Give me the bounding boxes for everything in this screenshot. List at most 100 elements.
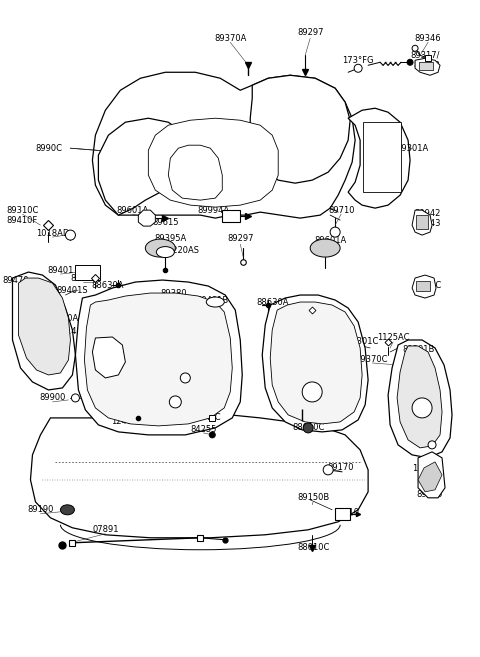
Text: 89/10: 89/10: [335, 507, 359, 516]
Text: 1220AS: 1220AS: [168, 246, 199, 254]
Circle shape: [407, 59, 413, 65]
Polygon shape: [12, 272, 75, 390]
Polygon shape: [19, 278, 71, 375]
Polygon shape: [335, 508, 350, 520]
Text: 88010C: 88010C: [162, 397, 194, 407]
Circle shape: [180, 373, 190, 383]
Text: 88630A: 88630A: [91, 281, 124, 290]
Text: 88630A: 88630A: [256, 298, 288, 307]
Text: 84255: 84255: [190, 425, 216, 434]
Polygon shape: [222, 210, 240, 222]
Text: 89301A: 89301A: [396, 144, 428, 152]
Text: 89470: 89470: [2, 275, 29, 284]
Text: 89615: 89615: [152, 217, 179, 227]
Circle shape: [330, 227, 340, 237]
Polygon shape: [138, 210, 156, 226]
Text: 88010C: 88010C: [297, 543, 329, 553]
Circle shape: [302, 382, 322, 402]
Text: 89190: 89190: [27, 505, 54, 514]
Text: 1018AD: 1018AD: [36, 229, 69, 238]
Text: 88610: 88610: [70, 273, 97, 283]
Polygon shape: [168, 145, 222, 200]
Text: 89410F: 89410F: [7, 215, 38, 225]
Text: 89994A: 89994A: [197, 206, 229, 215]
Polygon shape: [418, 462, 442, 492]
Text: 88010C: 88010C: [292, 423, 324, 432]
Text: 1124_E: 1124_E: [412, 463, 442, 472]
Text: 89301C: 89301C: [346, 338, 378, 346]
Text: 89710: 89710: [328, 206, 354, 215]
Circle shape: [354, 64, 362, 72]
Text: 89380: 89380: [160, 288, 187, 298]
Text: 89150B: 89150B: [297, 493, 329, 503]
Ellipse shape: [310, 239, 340, 257]
Text: 89318: 89318: [414, 61, 440, 70]
Text: 89297: 89297: [227, 234, 253, 242]
Polygon shape: [397, 346, 442, 448]
Circle shape: [323, 465, 333, 475]
Text: 89401B: 89401B: [196, 296, 228, 305]
Ellipse shape: [156, 246, 174, 258]
Polygon shape: [412, 210, 432, 235]
Polygon shape: [388, 340, 452, 458]
Polygon shape: [84, 293, 232, 426]
Text: 07891: 07891: [92, 526, 119, 534]
Polygon shape: [93, 72, 355, 218]
Text: 89470A: 89470A: [46, 313, 79, 323]
Text: 89942: 89942: [415, 209, 441, 217]
Text: 89310C: 89310C: [6, 206, 39, 215]
Bar: [363, 122, 401, 192]
Text: 89370H: 89370H: [282, 396, 315, 405]
Text: 54630S: 54630S: [177, 371, 208, 380]
Bar: [75, 265, 100, 280]
Polygon shape: [348, 108, 410, 208]
Bar: [416, 215, 428, 229]
Text: 89515: 89515: [417, 490, 443, 499]
Text: 89601A: 89601A: [314, 236, 346, 244]
Text: 89943: 89943: [415, 219, 441, 227]
Text: 89395A: 89395A: [154, 234, 186, 242]
Polygon shape: [415, 58, 440, 76]
Polygon shape: [75, 280, 242, 435]
Polygon shape: [93, 337, 125, 378]
Text: 89401: 89401: [47, 265, 73, 275]
Text: 89170: 89170: [327, 463, 353, 472]
Ellipse shape: [145, 239, 175, 257]
Text: 89370C: 89370C: [356, 355, 388, 365]
Polygon shape: [270, 302, 362, 424]
Circle shape: [428, 441, 436, 449]
Circle shape: [412, 45, 418, 51]
Text: 8978C: 8978C: [414, 281, 442, 290]
Polygon shape: [148, 118, 278, 207]
Text: 89346: 89346: [415, 34, 442, 43]
Polygon shape: [418, 452, 445, 498]
Polygon shape: [412, 275, 436, 298]
Text: 1241YB: 1241YB: [111, 417, 144, 426]
Bar: [419, 62, 433, 70]
Polygon shape: [98, 118, 188, 215]
Polygon shape: [262, 295, 368, 432]
Bar: [416, 281, 430, 291]
Circle shape: [169, 396, 181, 408]
Circle shape: [65, 230, 75, 240]
Text: 1125AC: 1125AC: [377, 334, 409, 342]
Text: 89401S: 89401S: [57, 286, 88, 294]
Text: 1234LC: 1234LC: [190, 413, 221, 422]
Text: 89317/: 89317/: [410, 51, 440, 60]
Ellipse shape: [60, 505, 74, 515]
Text: 8990C: 8990C: [35, 144, 62, 152]
Circle shape: [72, 394, 79, 402]
Text: 89350: 89350: [295, 330, 322, 340]
Polygon shape: [250, 76, 350, 183]
Circle shape: [303, 423, 313, 433]
Circle shape: [209, 432, 215, 438]
Text: 89900: 89900: [39, 394, 66, 403]
Text: 89370A: 89370A: [214, 34, 246, 43]
Text: 89301B: 89301B: [402, 346, 434, 355]
Text: 886·3: 886·3: [303, 304, 327, 313]
Text: 89314: 89314: [50, 327, 77, 336]
Text: 173°FG: 173°FG: [342, 56, 374, 65]
Text: 89601A: 89601A: [116, 206, 148, 215]
Polygon shape: [30, 415, 368, 538]
Text: 89297: 89297: [297, 28, 324, 37]
